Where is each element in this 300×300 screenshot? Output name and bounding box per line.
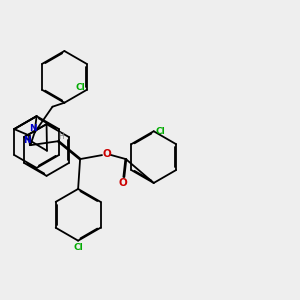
Text: Cl: Cl (156, 127, 166, 136)
Text: O: O (102, 149, 111, 159)
Text: Cl: Cl (73, 243, 83, 252)
Text: H: H (58, 132, 64, 141)
Text: N: N (29, 124, 36, 133)
Text: Cl: Cl (76, 83, 86, 92)
Text: O: O (119, 178, 128, 188)
Text: N: N (24, 136, 31, 145)
